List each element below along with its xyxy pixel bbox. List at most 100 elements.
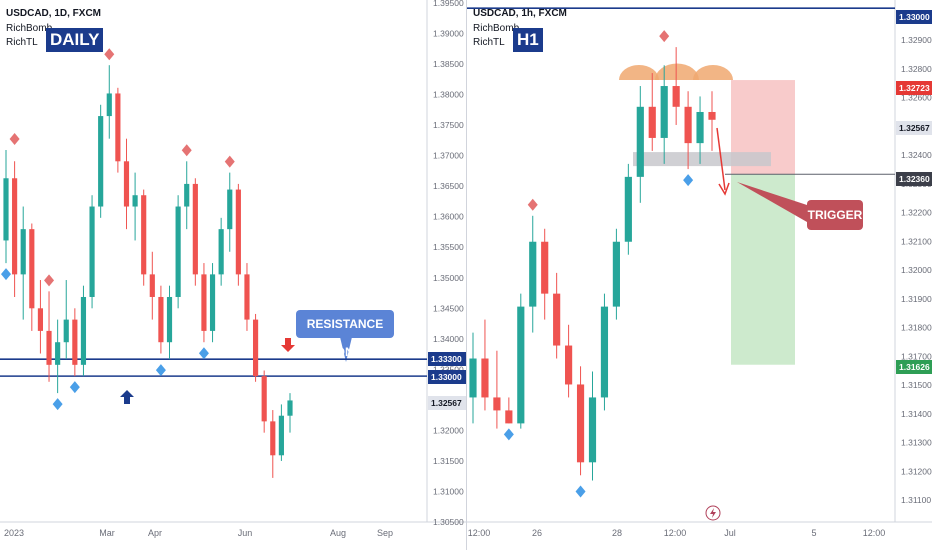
time-axis-label: Jul — [724, 528, 736, 538]
time-axis-label: Jun — [238, 528, 253, 538]
candle-body — [469, 358, 477, 398]
candle-body — [218, 229, 224, 275]
pivot-high-marker — [9, 132, 20, 145]
time-axis-label: Sep — [377, 528, 393, 538]
candle-body — [184, 183, 190, 207]
candle-body — [115, 93, 121, 162]
panel-divider[interactable] — [466, 0, 467, 550]
support-up-arrow — [120, 390, 134, 404]
candle-body — [278, 415, 284, 456]
consolidation-zone — [633, 152, 771, 167]
daily-chart-canvas[interactable]: 1.39500 1.39000 1.38500 1.38000 1.37500 1.370… — [0, 0, 466, 550]
candle-body — [252, 319, 259, 377]
h1-indicator-richtl[interactable]: RichTL — [473, 37, 505, 48]
candle-body — [209, 274, 216, 331]
price-axis-label: 1.37500 — [433, 120, 464, 130]
candle-body — [672, 86, 680, 107]
price-axis-label: 1.31300 — [901, 438, 932, 448]
h1-symbol-title: USDCAD, 1h, FXCM — [473, 8, 567, 19]
candle-body — [493, 397, 501, 411]
candle-body — [192, 183, 198, 275]
candle-body — [708, 111, 716, 120]
level-tag-1-33000-h1-bg — [896, 10, 932, 24]
pivot-high-marker — [659, 30, 670, 43]
daily-symbol-title: USDCAD, 1D, FXCM — [6, 8, 102, 19]
candle-body — [227, 189, 233, 230]
price-axis-label: 1.31100 — [901, 495, 931, 505]
projection-arrow-line — [716, 127, 726, 191]
last-price-tag-h1-bg — [896, 121, 932, 135]
h1-chart-panel[interactable]: 1.329001.328001.326001.325001.324001.323… — [467, 0, 932, 550]
time-axis-label: 12:00 — [468, 528, 491, 538]
last-price-tag-daily: 1.32567 — [431, 398, 462, 408]
price-axis-label: 1.31500 — [901, 380, 932, 390]
pivot-low-marker — [155, 364, 166, 377]
candle-body — [63, 319, 69, 343]
pivot-high-marker — [104, 48, 115, 61]
price-axis-label: 1.32800 — [901, 64, 932, 74]
h1-chart-canvas[interactable]: 1.329001.328001.326001.325001.324001.323… — [467, 0, 932, 550]
price-axis-label: 1.33500 — [433, 364, 464, 374]
daily-indicator-richbomb[interactable]: RichBomb — [6, 23, 53, 34]
daily-chart-panel[interactable]: 1.39500 1.39000 1.38500 1.38000 1.37500 1.370… — [0, 0, 466, 550]
candle-body — [505, 410, 513, 424]
pivot-low-marker — [1, 268, 11, 281]
price-axis-label: 1.39000 — [433, 29, 464, 39]
candle-body — [37, 308, 44, 331]
candle-body — [98, 116, 104, 207]
time-axis-label: Apr — [148, 528, 162, 538]
trigger-callout-pointer — [737, 182, 807, 222]
candle-body — [696, 111, 704, 144]
candle-body — [132, 195, 138, 207]
price-axis-label: 1.34000 — [433, 334, 464, 344]
candle-body — [12, 178, 18, 275]
price-axis-label: 1.39500 — [433, 0, 464, 8]
pivot-high-marker — [181, 144, 192, 157]
candle-body — [158, 296, 164, 343]
candle-body — [149, 274, 155, 297]
resistance-callout-pointer — [340, 337, 352, 362]
stop-tag: 1.32723 — [899, 83, 930, 93]
candle-body — [20, 229, 26, 275]
h1-indicator-richbomb[interactable]: RichBomb — [473, 23, 520, 34]
time-axis-label: 2023 — [4, 528, 24, 538]
pivot-high-marker — [224, 155, 235, 168]
candle-body — [29, 229, 35, 309]
price-axis-label: 1.31800 — [901, 323, 932, 333]
candle-body — [123, 161, 130, 207]
price-axis-label: 1.31700 — [901, 351, 932, 361]
price-axis-label: 1.36000 — [433, 212, 464, 222]
last-price-tag-h1: 1.32567 — [899, 123, 930, 133]
resistance-zone-label: RESISTANCE ZONE — [296, 310, 394, 359]
shoulder-pattern-arc — [693, 65, 733, 80]
pivot-low-marker — [69, 381, 80, 394]
level-tag-1-33300-bg — [428, 352, 466, 366]
candle-body — [660, 86, 668, 138]
time-axis-label: Aug — [330, 528, 346, 538]
candle-body — [648, 106, 656, 138]
pivot-low-marker — [575, 485, 586, 498]
price-axis-label: 1.31900 — [901, 294, 932, 304]
price-axis-label: 1.37000 — [433, 151, 464, 161]
time-axis-label: 28 — [612, 528, 622, 538]
candle-body — [235, 189, 241, 275]
candle-body — [684, 106, 692, 144]
price-axis-label: 1.35000 — [433, 273, 464, 283]
price-axis-label: 1.30500 — [433, 517, 464, 527]
price-axis-label: 1.32600 — [901, 93, 932, 103]
candle-body — [3, 178, 9, 241]
time-axis-label: 12:00 — [664, 528, 687, 538]
level-tag-1-33300: 1.33300 — [431, 354, 462, 364]
price-axis-label: 1.32000 — [901, 265, 932, 275]
daily-indicator-richtl[interactable]: RichTL — [6, 37, 38, 48]
pivot-high-marker — [44, 274, 55, 287]
time-axis-label: 12:00 — [863, 528, 886, 538]
candle-body — [141, 195, 147, 275]
event-lightning-glyph — [710, 508, 716, 518]
entry-tag-bg — [896, 172, 932, 186]
candle-body — [175, 206, 181, 297]
head-pattern-arc — [655, 63, 699, 80]
candle-body — [261, 376, 267, 422]
candle-body — [612, 241, 620, 307]
price-axis-label: 1.32400 — [901, 150, 932, 160]
